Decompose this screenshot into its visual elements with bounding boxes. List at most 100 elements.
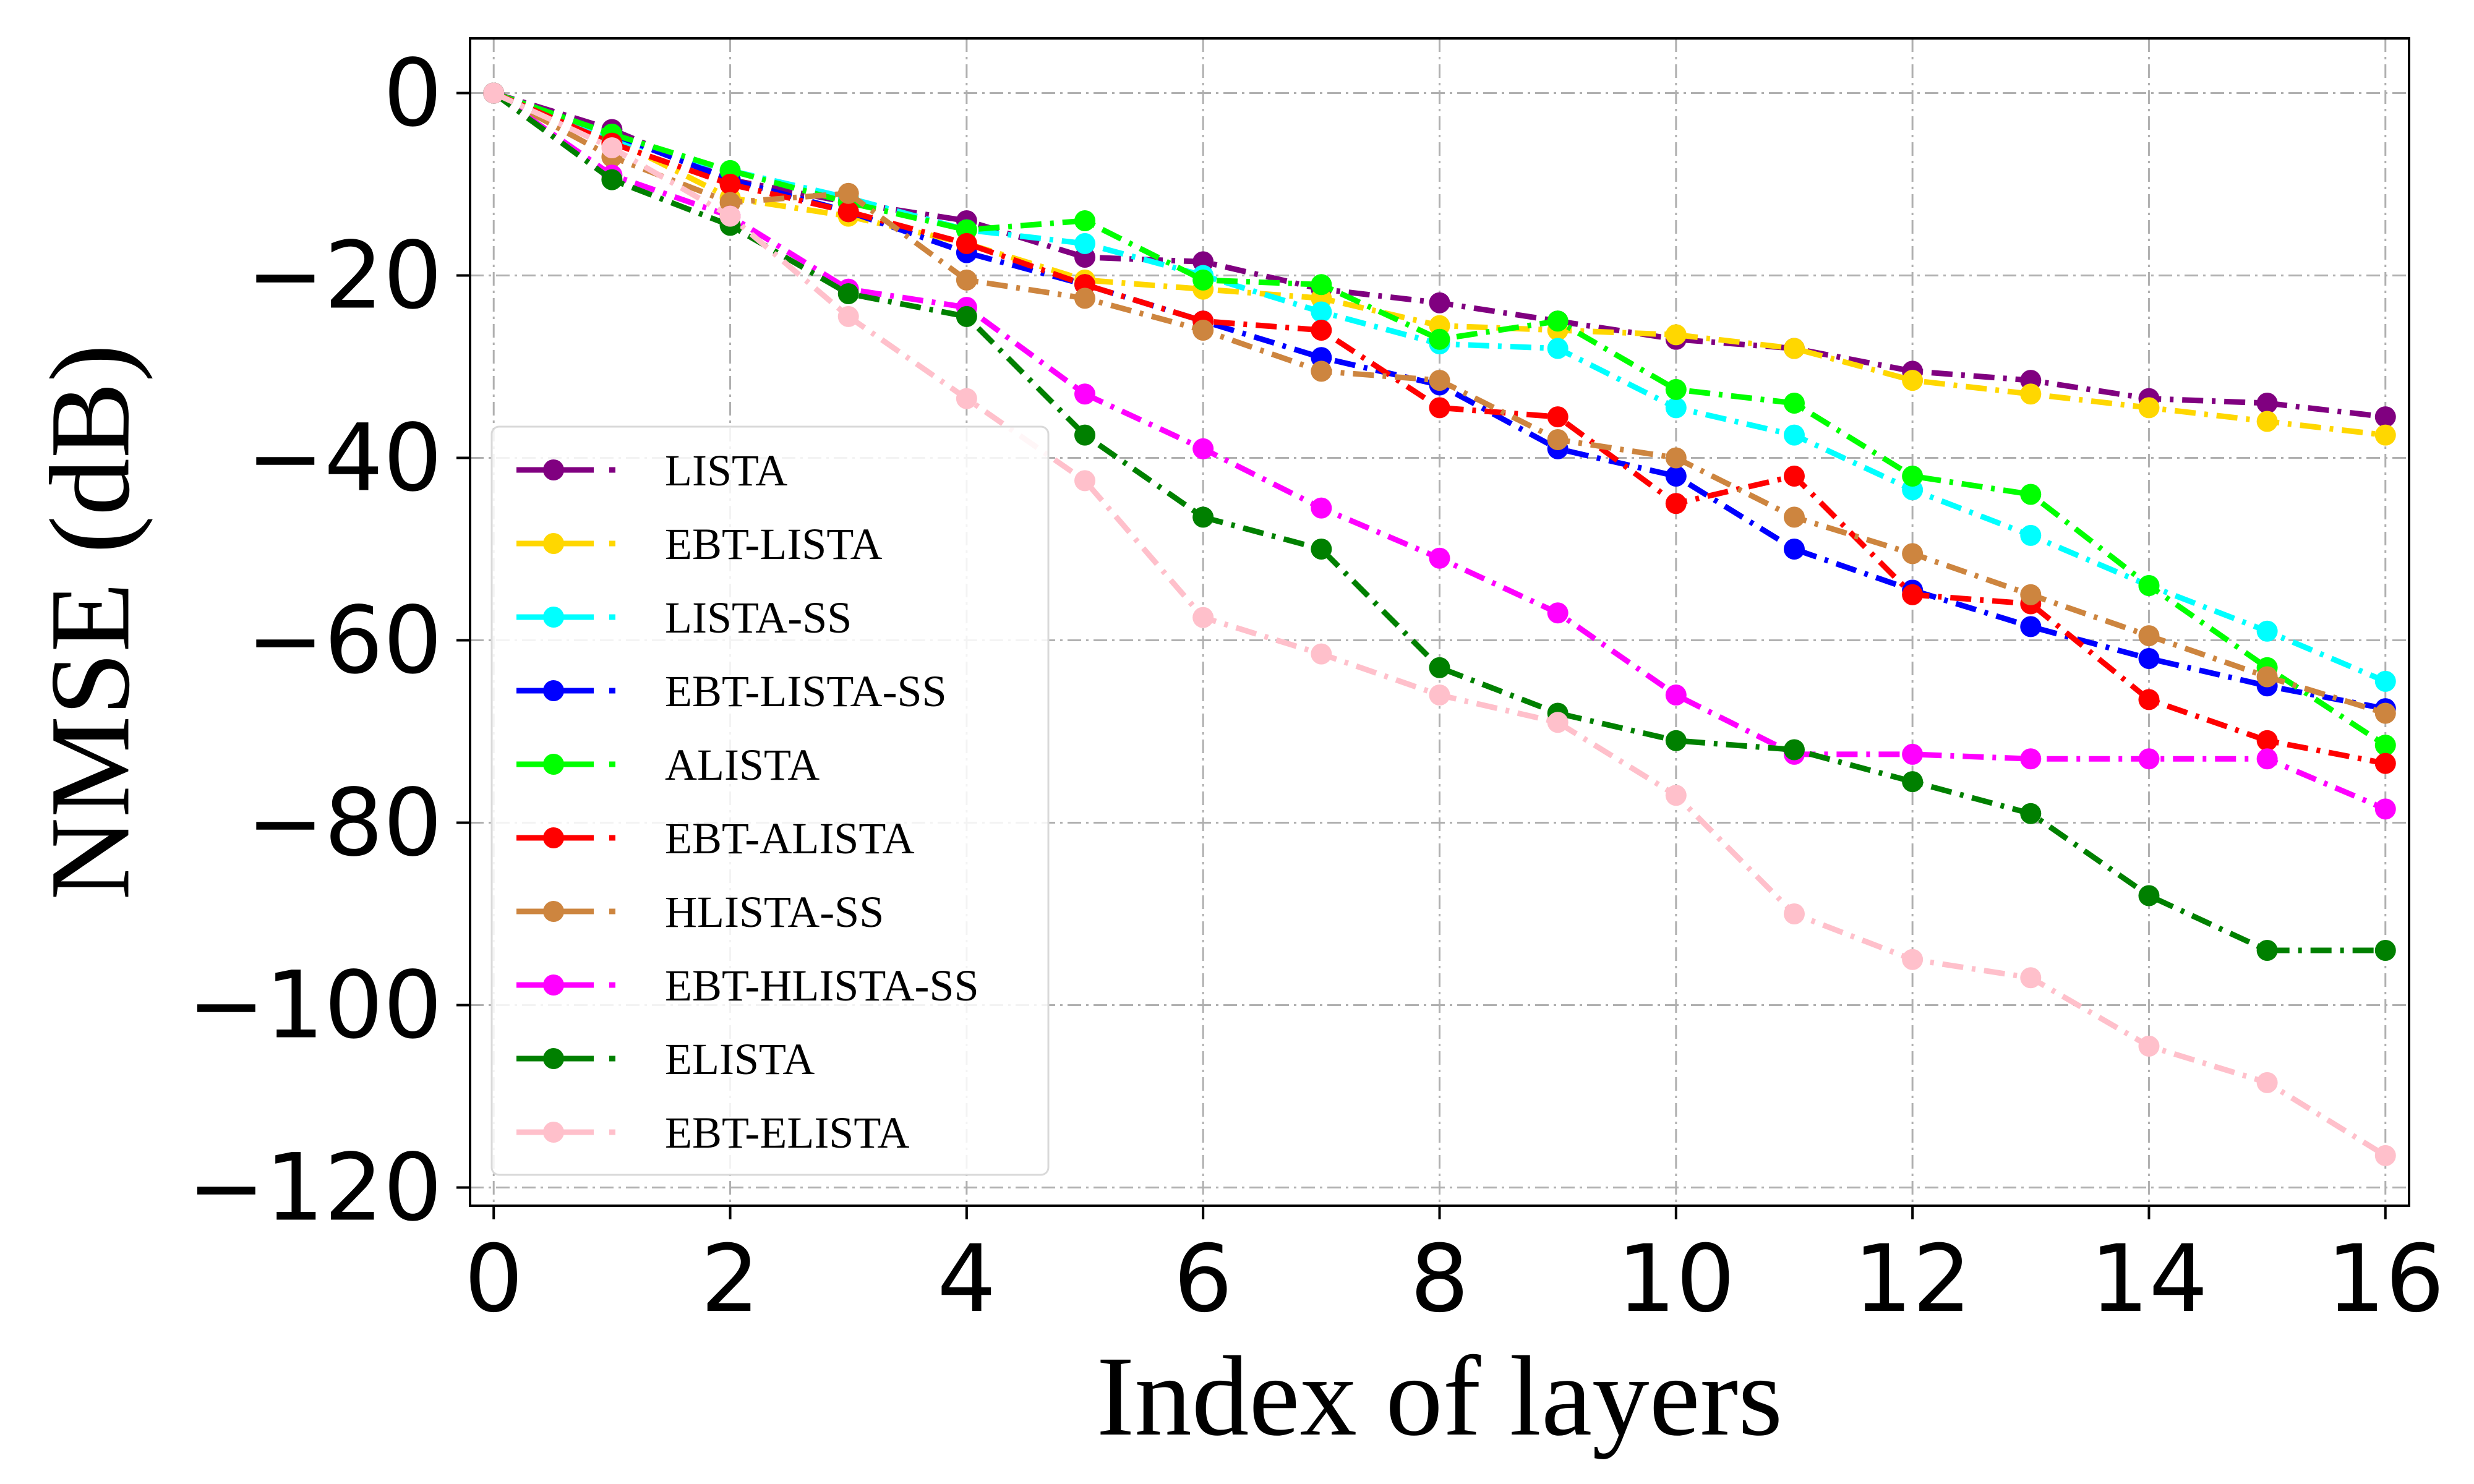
- data-point: [1074, 424, 1096, 446]
- data-point: [1429, 657, 1450, 678]
- x-tick-label: 8: [1410, 1226, 1469, 1333]
- y-tick-label: −40: [246, 405, 442, 513]
- legend-item: EBT-ELISTA: [516, 1108, 910, 1158]
- data-point: [719, 205, 741, 227]
- legend-marker: [543, 901, 564, 922]
- legend-item: EBT-ALISTA: [516, 814, 915, 863]
- y-tick-label: −120: [187, 1135, 442, 1242]
- data-point: [2374, 670, 2396, 692]
- data-point: [1192, 506, 1214, 528]
- data-point: [2374, 1145, 2396, 1166]
- data-point: [1783, 393, 1805, 414]
- data-point: [2256, 666, 2278, 688]
- legend-marker: [543, 754, 564, 775]
- legend-label: EBT-LISTA-SS: [665, 667, 947, 716]
- legend-label: LISTA-SS: [665, 593, 852, 642]
- data-point: [1547, 310, 1569, 332]
- data-point: [2256, 393, 2278, 414]
- axis-ticks: 0 2 4 6 8 10 12 14 16 0 −20 −40 −60 −80 −100 −120: [187, 40, 2444, 1334]
- legend-item: ELISTA: [516, 1034, 815, 1084]
- data-point: [2020, 616, 2042, 638]
- data-point: [1311, 274, 1332, 296]
- data-point: [2256, 620, 2278, 642]
- data-point: [837, 283, 859, 304]
- data-point: [2138, 748, 2160, 770]
- data-point: [2256, 748, 2278, 770]
- data-point: [1311, 360, 1332, 382]
- legend-box: [490, 425, 1050, 1176]
- legend-item: EBT-HLISTA-SS: [516, 961, 979, 1010]
- data-point: [2020, 803, 2042, 824]
- series-hlista-ss: [483, 82, 2396, 724]
- x-tick-label: 0: [464, 1226, 523, 1333]
- y-axis-title: NMSE (dB): [27, 344, 153, 900]
- legend-item: LISTA: [516, 446, 787, 495]
- data-point: [2138, 397, 2160, 419]
- data-point: [483, 82, 505, 104]
- legend: LISTA EBT-LISTA LISTA-SS EBT-LISTA-SS ALISTA…: [490, 425, 1050, 1176]
- data-point: [1311, 301, 1332, 323]
- data-point: [1902, 466, 1924, 487]
- data-point: [1783, 424, 1805, 446]
- data-point: [1783, 539, 1805, 560]
- y-tick-label: −60: [246, 587, 442, 695]
- data-point: [1429, 547, 1450, 569]
- data-point: [2020, 484, 2042, 505]
- data-point: [1902, 743, 1924, 765]
- legend-item: ALISTA: [516, 740, 820, 790]
- x-tick-label: 12: [1854, 1226, 1972, 1333]
- legend-marker: [543, 1122, 564, 1143]
- data-point: [837, 201, 859, 223]
- data-point: [1665, 378, 1687, 400]
- data-point: [1783, 338, 1805, 359]
- data-point: [1547, 712, 1569, 733]
- data-point: [2256, 940, 2278, 961]
- legend-label: EBT-HLISTA-SS: [665, 961, 979, 1010]
- data-point: [956, 305, 977, 327]
- data-point: [1783, 903, 1805, 924]
- data-point: [2020, 967, 2042, 989]
- data-point: [1665, 493, 1687, 514]
- data-point: [2138, 1035, 2160, 1057]
- data-point: [2256, 411, 2278, 432]
- series-lines: [483, 82, 2396, 1166]
- data-point: [2374, 735, 2396, 756]
- legend-label: ALISTA: [665, 740, 820, 790]
- data-point: [2138, 885, 2160, 906]
- data-point: [2256, 730, 2278, 751]
- data-point: [1547, 602, 1569, 624]
- data-point: [1783, 466, 1805, 487]
- data-point: [1902, 584, 1924, 605]
- legend-marker: [543, 459, 564, 480]
- data-point: [2020, 524, 2042, 546]
- data-point: [1665, 785, 1687, 806]
- x-tick-label: 14: [2090, 1226, 2208, 1333]
- data-point: [1902, 771, 1924, 793]
- data-point: [719, 174, 741, 195]
- legend-item: EBT-LISTA-SS: [516, 667, 947, 716]
- legend-marker: [543, 974, 564, 996]
- data-point: [1192, 269, 1214, 291]
- data-point: [1547, 429, 1569, 450]
- legend-item: LISTA-SS: [516, 593, 852, 642]
- legend-label: EBT-ALISTA: [665, 814, 915, 863]
- x-tick-label: 6: [1173, 1226, 1232, 1333]
- data-point: [601, 169, 623, 190]
- data-point: [2138, 648, 2160, 669]
- data-point: [2138, 625, 2160, 647]
- data-point: [1429, 684, 1450, 706]
- data-point: [1902, 949, 1924, 970]
- data-point: [2374, 940, 2396, 961]
- legend-label: EBT-ELISTA: [665, 1108, 910, 1158]
- data-point: [1547, 406, 1569, 428]
- legend-label: HLISTA-SS: [665, 887, 884, 937]
- data-point: [1074, 210, 1096, 231]
- data-point: [1192, 607, 1214, 628]
- data-point: [1429, 397, 1450, 419]
- legend-marker: [543, 827, 564, 848]
- data-point: [2256, 1072, 2278, 1093]
- legend-marker: [543, 533, 564, 554]
- x-tick-label: 10: [1617, 1226, 1735, 1333]
